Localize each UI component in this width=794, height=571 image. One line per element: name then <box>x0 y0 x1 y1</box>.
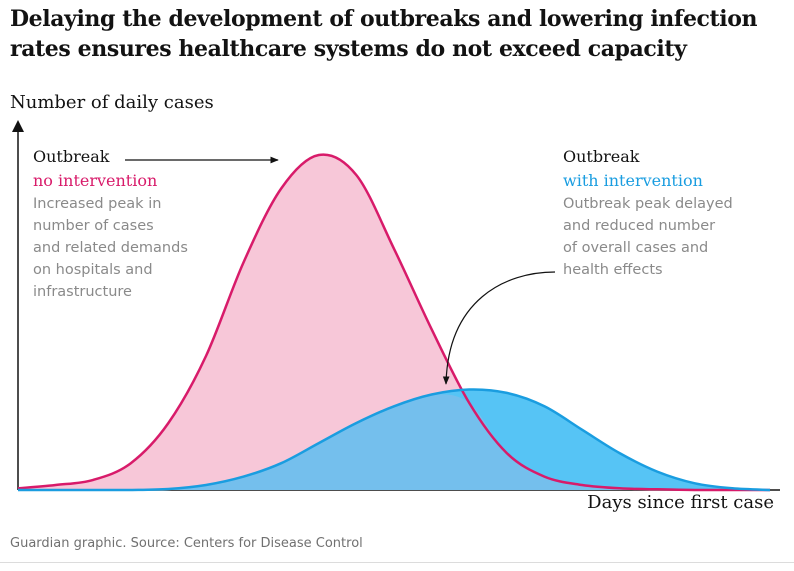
annotation-with-intervention-heading: Outbreak <box>563 147 640 166</box>
chart-area: Outbreak no intervention Increased peak … <box>0 0 794 571</box>
y-axis-arrow-icon <box>12 120 24 132</box>
annotation-with-intervention-body-line: health effects <box>563 262 663 278</box>
annotation-no-intervention-body-line: on hospitals and <box>33 262 153 278</box>
annotation-with-intervention-body-line: Outbreak peak delayed <box>563 196 733 212</box>
annotation-no-intervention-highlight: no intervention <box>33 171 157 190</box>
annotation-with-intervention-body-line: and reduced number <box>563 218 715 234</box>
annotation-no-intervention-body-line: and related demands <box>33 240 188 256</box>
annotation-no-intervention-heading: Outbreak <box>33 147 110 166</box>
annotation-with-intervention-arrow <box>446 272 555 384</box>
annotation-no-intervention-body-line: infrastructure <box>33 284 132 300</box>
annotation-no-intervention-body-line: number of cases <box>33 218 154 234</box>
annotation-with-intervention-body-line: of overall cases and <box>563 240 708 256</box>
annotation-with-intervention-highlight: with intervention <box>563 171 703 190</box>
annotation-no-intervention-body-line: Increased peak in <box>33 196 161 212</box>
